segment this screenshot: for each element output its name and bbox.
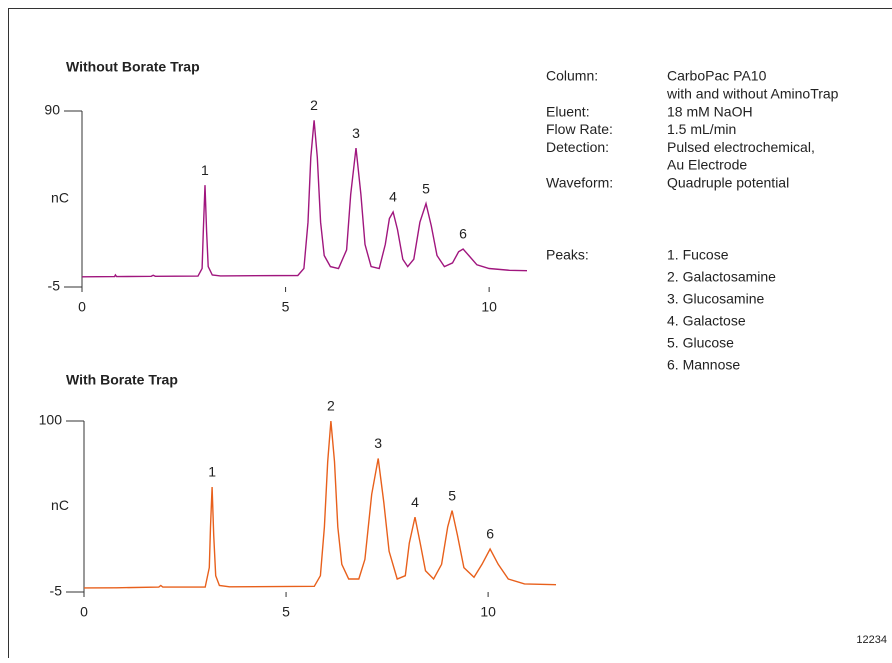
condition-label: Flow Rate: — [546, 121, 613, 137]
peak-name: 4. Galactose — [667, 313, 746, 329]
peak-label: 4 — [411, 494, 419, 510]
peak-name: 6. Mannose — [667, 357, 740, 373]
condition-value: CarboPac PA10 — [667, 68, 767, 84]
peak-label: 5 — [448, 487, 456, 503]
peak-label: 2 — [327, 398, 335, 414]
condition-label: Eluent: — [546, 103, 590, 119]
condition-value: Au Electrode — [667, 157, 747, 173]
condition-value: 1.5 mL/min — [667, 121, 736, 137]
peak-name: 3. Glucosamine — [667, 291, 764, 307]
peak-label: 2 — [310, 97, 318, 113]
frame — [9, 9, 892, 659]
trace — [82, 120, 527, 276]
y-axis-label: nC — [51, 190, 69, 206]
peak-label: 1 — [208, 464, 216, 480]
peaks-label: Peaks: — [546, 247, 589, 263]
x-tick-label: 0 — [78, 299, 86, 315]
y-tick-label: -5 — [48, 278, 61, 294]
peak-label: 3 — [352, 125, 360, 141]
y-axis-label: nC — [51, 497, 69, 513]
chart-title: With Borate Trap — [66, 372, 178, 388]
y-tick-label: 100 — [39, 412, 63, 428]
condition-label: Column: — [546, 68, 598, 84]
x-tick-label: 10 — [480, 604, 496, 620]
x-tick-label: 10 — [481, 299, 497, 315]
peak-name: 2. Galactosamine — [667, 269, 776, 285]
x-tick-label: 5 — [282, 604, 290, 620]
peak-label: 5 — [422, 180, 430, 196]
trace — [84, 421, 556, 588]
peak-label: 6 — [459, 226, 467, 242]
y-tick-label: 90 — [44, 102, 60, 118]
condition-value: with and without AminoTrap — [666, 86, 839, 102]
figure-number: 12234 — [856, 634, 887, 646]
peak-name: 1. Fucose — [667, 247, 729, 263]
peak-label: 3 — [374, 435, 382, 451]
condition-label: Waveform: — [546, 175, 613, 191]
peak-label: 1 — [201, 162, 209, 178]
peak-label: 6 — [486, 526, 494, 542]
x-tick-label: 5 — [282, 299, 290, 315]
condition-value: Quadruple potential — [667, 175, 789, 191]
condition-value: 18 mM NaOH — [667, 103, 753, 119]
condition-value: Pulsed electrochemical, — [667, 139, 815, 155]
condition-label: Detection: — [546, 139, 609, 155]
y-tick-label: -5 — [50, 583, 63, 599]
chart-title: Without Borate Trap — [66, 59, 200, 75]
x-tick-label: 0 — [80, 604, 88, 620]
peak-name: 5. Glucose — [667, 335, 734, 351]
peak-label: 4 — [389, 189, 397, 205]
